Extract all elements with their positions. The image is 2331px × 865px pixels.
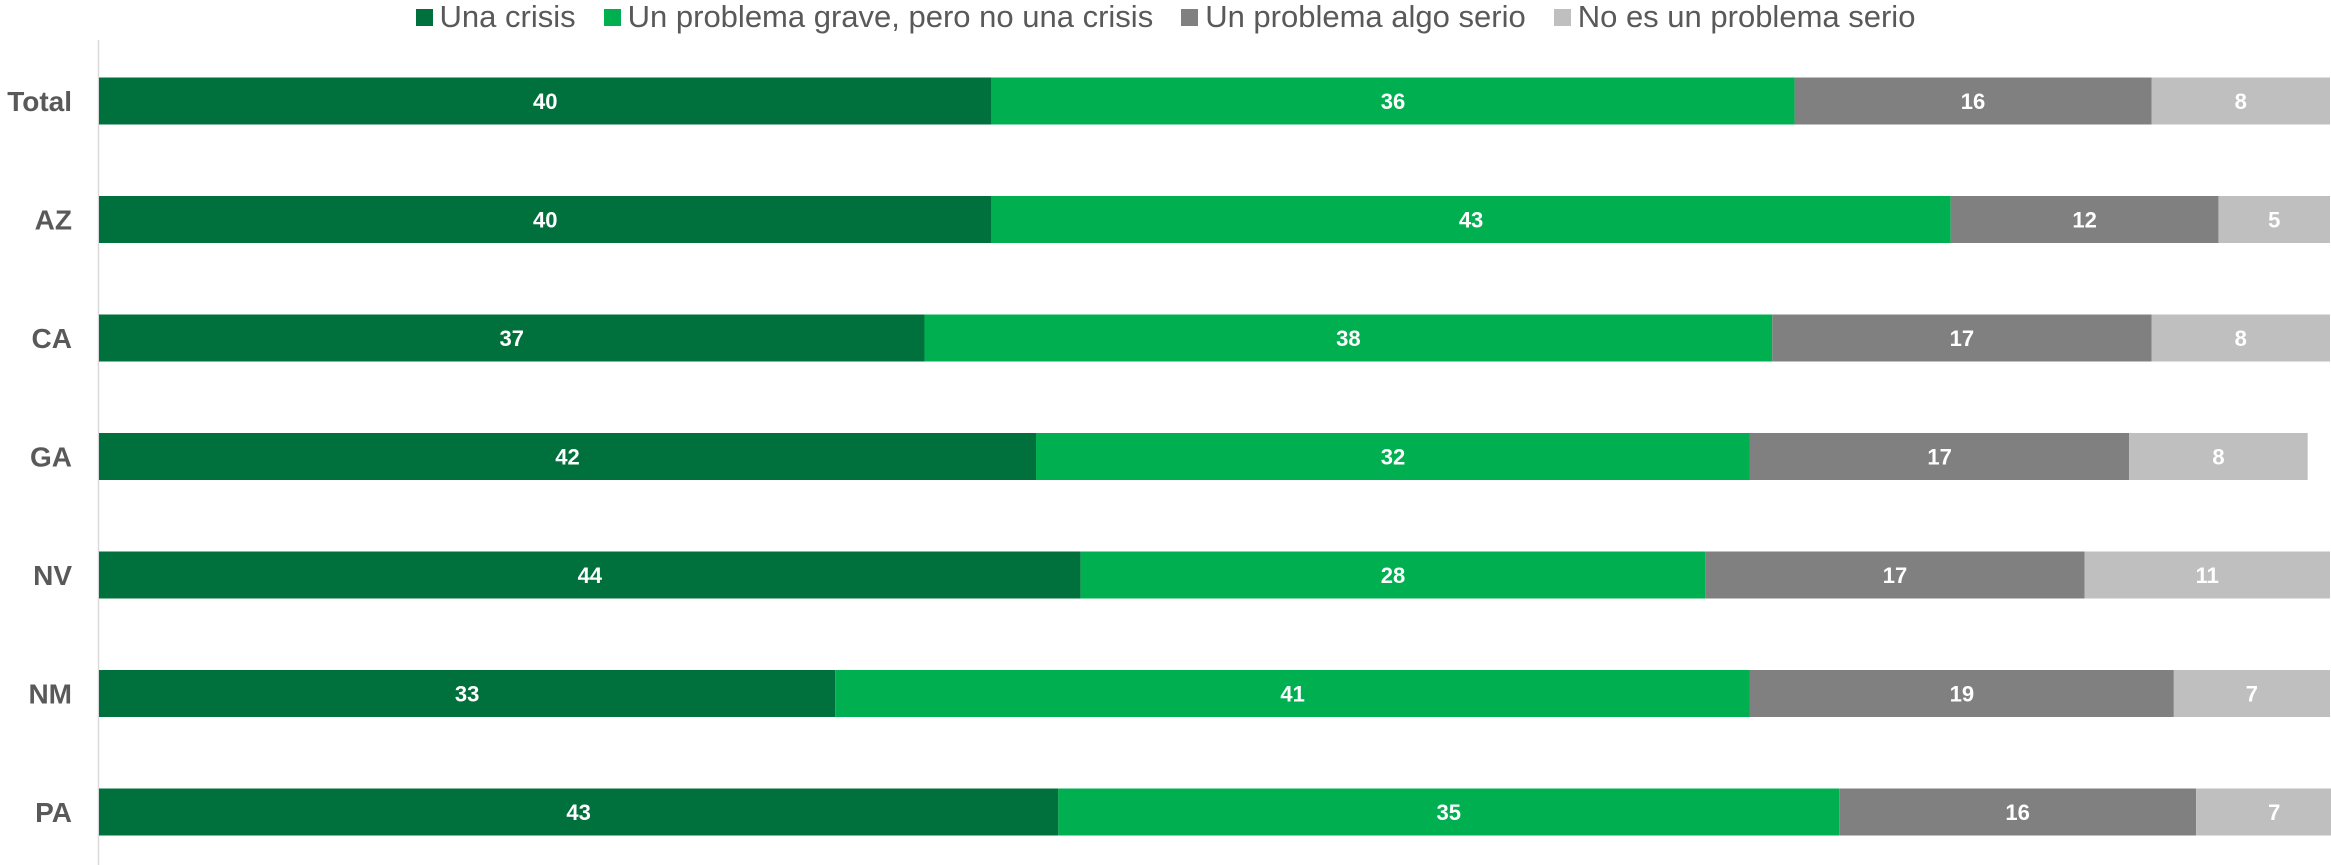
data-label: 44: [578, 563, 603, 588]
data-label: 36: [1381, 89, 1405, 114]
bar-segment: [99, 788, 1059, 836]
category-label: CA: [32, 323, 72, 354]
data-label: 28: [1381, 563, 1405, 588]
bar-segment: [2173, 670, 2330, 717]
bar-segment: [2084, 551, 2330, 599]
bar-segment: [1705, 551, 2085, 599]
category-label: NM: [28, 679, 72, 710]
category-label: Total: [7, 86, 72, 117]
data-label: 12: [2072, 208, 2096, 233]
data-label: 16: [2005, 800, 2029, 825]
bar-segment: [1080, 551, 1706, 599]
bar-segment: [1794, 77, 2152, 125]
legend-label: Un problema grave, pero no una crisis: [627, 0, 1154, 34]
data-label: 41: [1280, 682, 1304, 707]
data-label: 7: [2268, 800, 2280, 825]
bar-segment: [2196, 788, 2331, 836]
data-label: 32: [1381, 445, 1405, 470]
bar-segment: [1950, 196, 2219, 243]
bar-segment: [1749, 433, 2130, 480]
legend-swatch: [1553, 8, 1571, 26]
bar-segment: [1749, 670, 2174, 717]
legend-label: No es un problema serio: [1577, 0, 1916, 34]
bar-row: Total 40 36 16 8: [7, 77, 2330, 125]
bar-row: NM 33 41 19 7: [28, 670, 2330, 717]
data-label: 17: [1950, 326, 1974, 351]
data-label: 8: [2212, 445, 2224, 470]
data-label: 17: [1883, 563, 1907, 588]
category-label: PA: [35, 797, 72, 828]
legend-swatch: [603, 8, 621, 26]
legend-item: Un problema grave, pero no una crisis: [603, 0, 1154, 35]
legend-swatch: [1181, 8, 1199, 26]
data-label: 7: [2246, 682, 2258, 707]
data-label: 16: [1961, 89, 1985, 114]
bar-segment: [924, 314, 1773, 362]
bar-segment: [1058, 788, 1840, 836]
data-label: 17: [1927, 445, 1951, 470]
data-label: 8: [2235, 89, 2247, 114]
data-label: 40: [533, 89, 557, 114]
legend-label: Una crisis: [439, 0, 576, 34]
bar-segment: [99, 77, 992, 125]
bar-segment: [1036, 433, 1750, 480]
data-label: 43: [1459, 208, 1483, 233]
data-label: 38: [1336, 326, 1360, 351]
bar-row: CA 37 38 17 8: [32, 314, 2330, 362]
bar-segment: [99, 196, 992, 243]
bar-row: GA 42 32 17 8: [30, 433, 2308, 480]
bar-segment: [2129, 433, 2308, 480]
data-label: 37: [499, 326, 523, 351]
bar-segment: [99, 670, 836, 717]
legend-item: Un problema algo serio: [1181, 0, 1526, 35]
data-label: 5: [2268, 208, 2280, 233]
bar-segment: [835, 670, 1750, 717]
bar-segment: [991, 196, 1951, 243]
data-label: 11: [2196, 563, 2219, 588]
bar-row: NV 44 28 17 11: [33, 551, 2330, 599]
data-label: 42: [555, 445, 579, 470]
data-label: 19: [1950, 682, 1974, 707]
bar-segment: [99, 433, 1037, 480]
data-label: 8: [2235, 326, 2247, 351]
bar-row: PA 43 35 16 7: [35, 788, 2331, 836]
data-label: 35: [1437, 800, 1461, 825]
bar-segment: [2151, 77, 2330, 125]
legend-item: Una crisis: [415, 0, 576, 35]
legend-label: Un problema algo serio: [1205, 0, 1526, 34]
legend-item: No es un problema serio: [1553, 0, 1916, 35]
bar-segment: [2151, 314, 2330, 362]
bar-segment: [2218, 196, 2330, 243]
category-label: NV: [33, 560, 72, 591]
data-label: 40: [533, 208, 557, 233]
legend-swatch: [415, 8, 433, 26]
category-label: AZ: [35, 205, 72, 236]
bar-segment: [1772, 314, 2152, 362]
bar-segment: [1839, 788, 2197, 836]
legend: Una crisis Un problema grave, pero no una…: [0, 0, 2331, 34]
category-label: GA: [30, 442, 72, 473]
bar-segment: [991, 77, 1795, 125]
data-label: 43: [566, 800, 590, 825]
bar-row: AZ 40 43 12 5: [35, 196, 2330, 243]
bar-segment: [99, 551, 1081, 599]
bar-segment: [99, 314, 925, 362]
data-label: 33: [455, 682, 479, 707]
